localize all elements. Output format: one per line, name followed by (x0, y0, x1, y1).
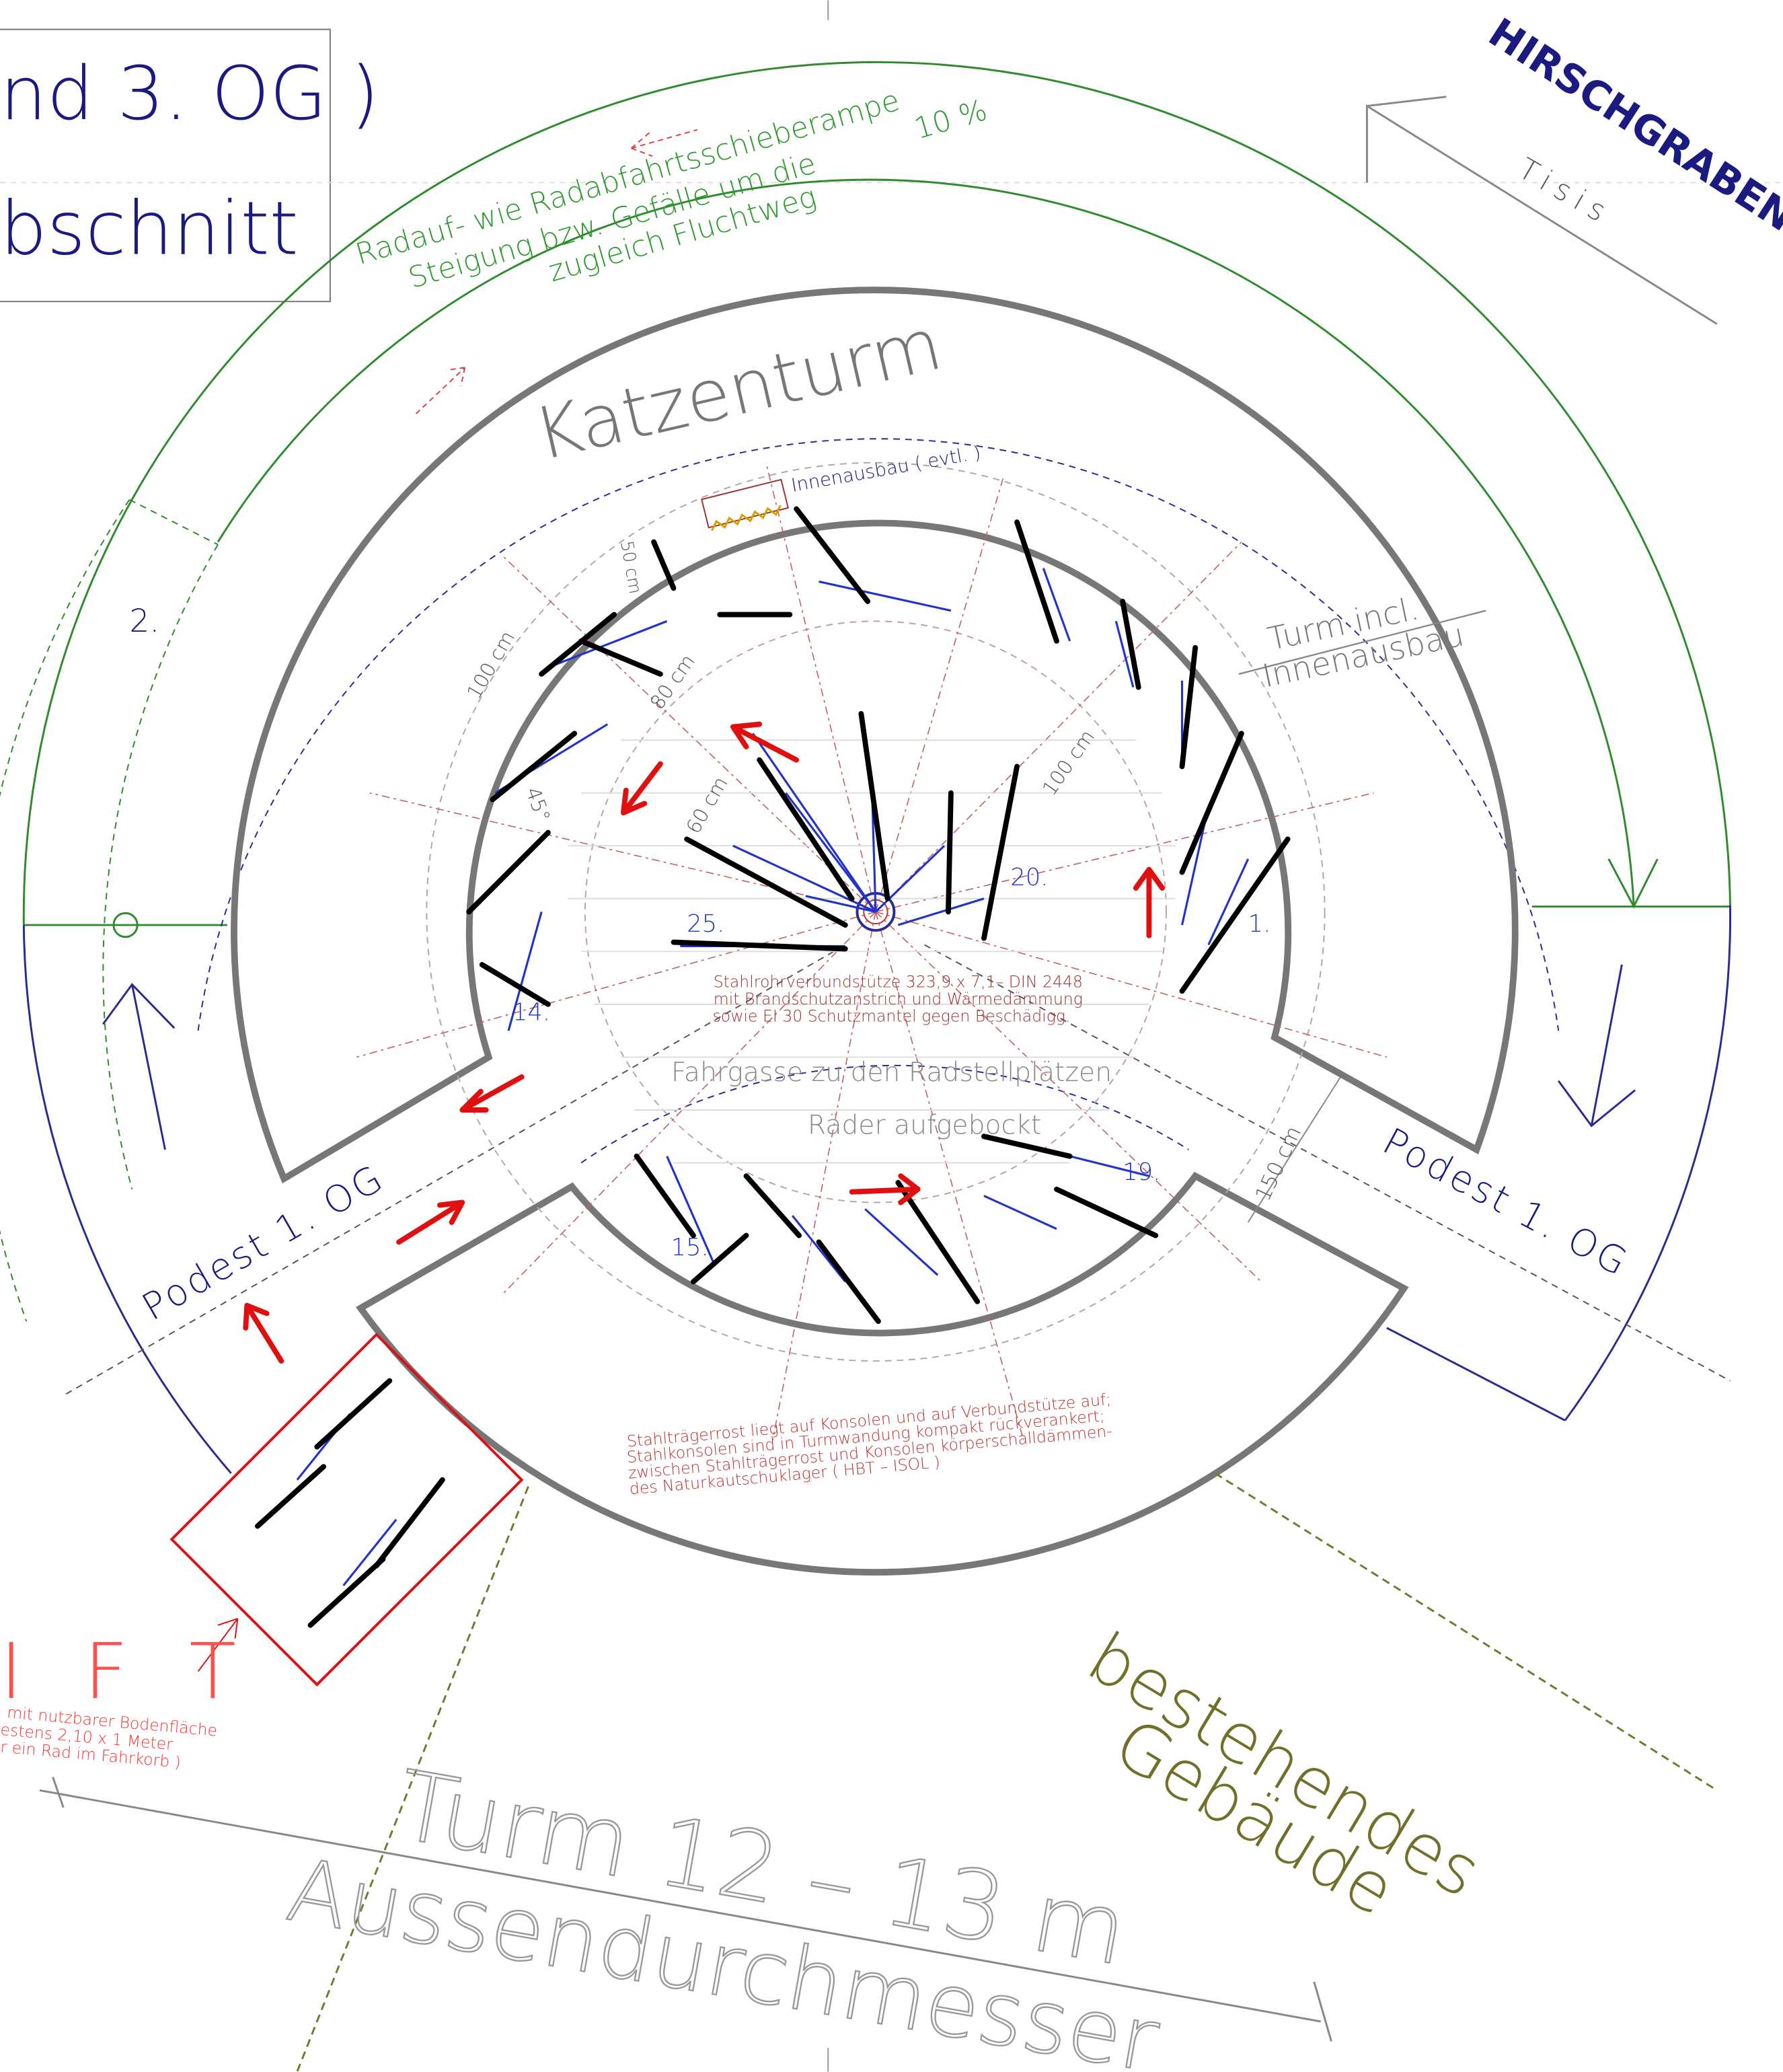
spot-number: 1. (1248, 910, 1271, 938)
center-dash (65, 944, 846, 1395)
arrow (415, 367, 466, 414)
dimension: 45° (521, 784, 555, 825)
tower-wall (231, 287, 1519, 1184)
street-direction: Tisis (1513, 152, 1618, 233)
node (112, 912, 139, 938)
header-text: nd 3. OG ) (0, 50, 379, 137)
arrow (631, 128, 698, 157)
dimension-line (1238, 609, 1486, 675)
column-note: Stahlrohrverbundstütze 323,9 x 7,1– DIN … (714, 972, 1083, 991)
dimension: 150 cm (1251, 1123, 1306, 1205)
landing-label: Podest 1. OG (135, 1156, 391, 1329)
dimension: 50 cm (616, 540, 645, 595)
dimension-line (39, 1789, 1321, 2023)
spot-number: 14. (513, 998, 550, 1026)
tower-wall (355, 1171, 1409, 1576)
header-text: bschnitt (0, 185, 299, 271)
spot-number: 19. (1123, 1158, 1160, 1186)
ramp-outer (22, 61, 1731, 926)
center-dash (924, 944, 1731, 1382)
dimension: 100 cm (1038, 726, 1099, 800)
ramp-slope: 10 % (911, 94, 991, 146)
arrow (1557, 964, 1636, 1127)
ramp-blue (1564, 905, 1731, 1421)
lane-label: Räder aufgebockt (808, 1110, 1041, 1140)
interior-detail (701, 478, 790, 529)
lane-dash (197, 438, 1560, 1031)
direction-arrows (243, 721, 1165, 1364)
arrow (1607, 858, 1659, 909)
spot-number: 25. (687, 910, 724, 938)
dimension: 100 cm (462, 627, 519, 703)
dimension: 60 cm (681, 773, 732, 838)
ramp-dash (128, 498, 219, 546)
column-note: sowie EI 30 Schutzmantel gegen Beschädig… (713, 1006, 1071, 1025)
bicycle-bars (254, 506, 1291, 1628)
platform-dash (584, 620, 1167, 1204)
ramp-marker: 2. (129, 603, 159, 640)
lift-title: I F T (0, 1627, 254, 1716)
landing-label: Podest 1. OG (1376, 1119, 1636, 1285)
spot-number: 20. (1010, 864, 1048, 891)
ramp-inner (217, 178, 1635, 905)
dimension-tick (1313, 1981, 1332, 2042)
lift-cabin (169, 1333, 524, 1687)
radial-grid (356, 462, 1388, 1441)
lane-dash (580, 1064, 1189, 1164)
ramp-dash (0, 499, 130, 1322)
interior-label: Innenausbau ( evtl. ) (790, 442, 983, 496)
ramp-blue (1386, 1327, 1566, 1421)
insulation (711, 505, 782, 531)
arrow (102, 983, 176, 1150)
title-box (0, 28, 331, 303)
platform-dash (426, 461, 1326, 1362)
street-arrow (1365, 96, 1718, 325)
existing-edge (1214, 1472, 1718, 1791)
lane-label: Fahrgasse zu den Radstellplätzen (671, 1058, 1112, 1088)
ramp-blue (22, 925, 232, 1474)
dimension-line (1247, 1076, 1341, 1223)
dimension-tick (52, 1777, 65, 1808)
arrow (197, 1618, 239, 1672)
spot-number: 15. (671, 1234, 709, 1261)
ramp-dash (102, 544, 219, 1190)
tower-name: Katzenturm (527, 303, 949, 477)
column-note: mit Brandschutzanstrich und Wärmedämmung (714, 990, 1083, 1008)
